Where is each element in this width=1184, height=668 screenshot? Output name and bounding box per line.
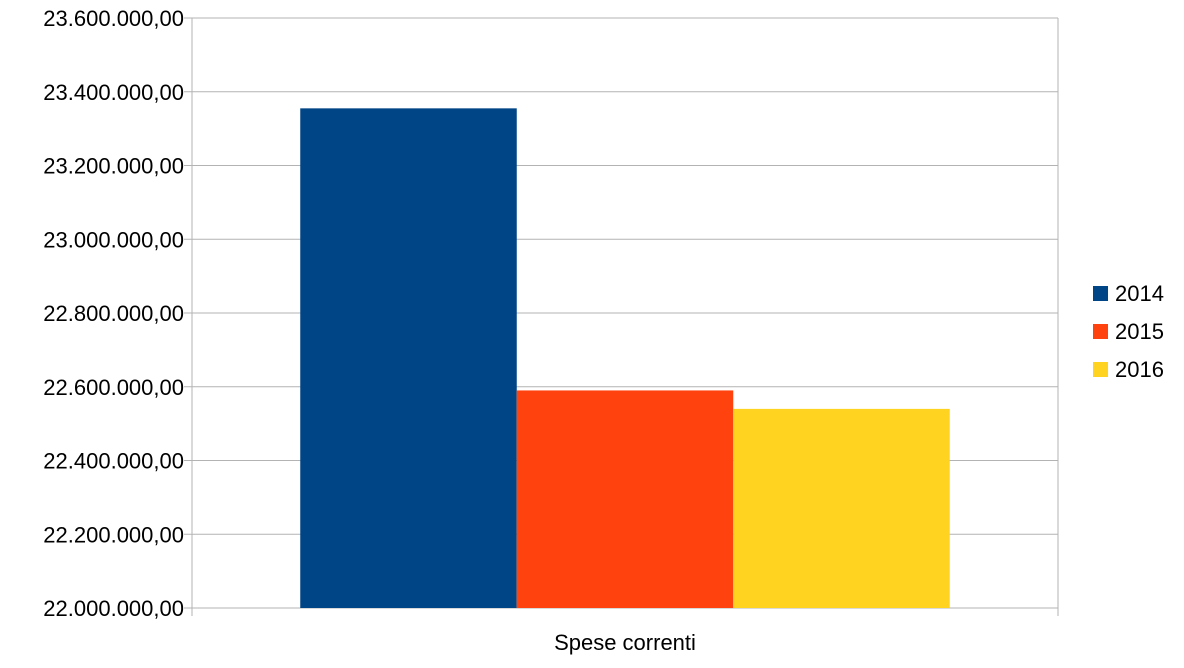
y-tick-label: 23.000.000,00 — [43, 227, 184, 252]
y-tick-label: 22.400.000,00 — [43, 449, 184, 474]
legend-label-2014: 2014 — [1115, 281, 1164, 306]
y-tick-label: 22.000.000,00 — [43, 596, 184, 621]
bar-2014 — [300, 108, 517, 608]
y-tick-label: 22.200.000,00 — [43, 522, 184, 547]
y-tick-label: 22.800.000,00 — [43, 301, 184, 326]
y-axis-tick-labels: 22.000.000,00 22.200.000,00 22.400.000,00 2… — [43, 6, 184, 621]
legend-label-2015: 2015 — [1115, 319, 1164, 344]
legend-swatch-2014 — [1093, 286, 1108, 301]
y-tick-label: 23.600.000,00 — [43, 6, 184, 31]
bar-2015 — [516, 390, 734, 608]
x-tick-label: Spese correnti — [554, 630, 696, 655]
axes — [191, 18, 1059, 616]
legend: 2014 2015 2016 — [1093, 281, 1164, 382]
legend-swatch-2016 — [1093, 362, 1108, 377]
bars — [300, 108, 950, 608]
y-tick-label: 23.400.000,00 — [43, 80, 184, 105]
legend-swatch-2015 — [1093, 324, 1108, 339]
legend-label-2016: 2016 — [1115, 357, 1164, 382]
bar-2016 — [733, 408, 950, 608]
y-tick-label: 22.600.000,00 — [43, 375, 184, 400]
x-axis-tick-labels: Spese correnti — [554, 630, 696, 655]
y-tick-label: 23.200.000,00 — [43, 154, 184, 179]
